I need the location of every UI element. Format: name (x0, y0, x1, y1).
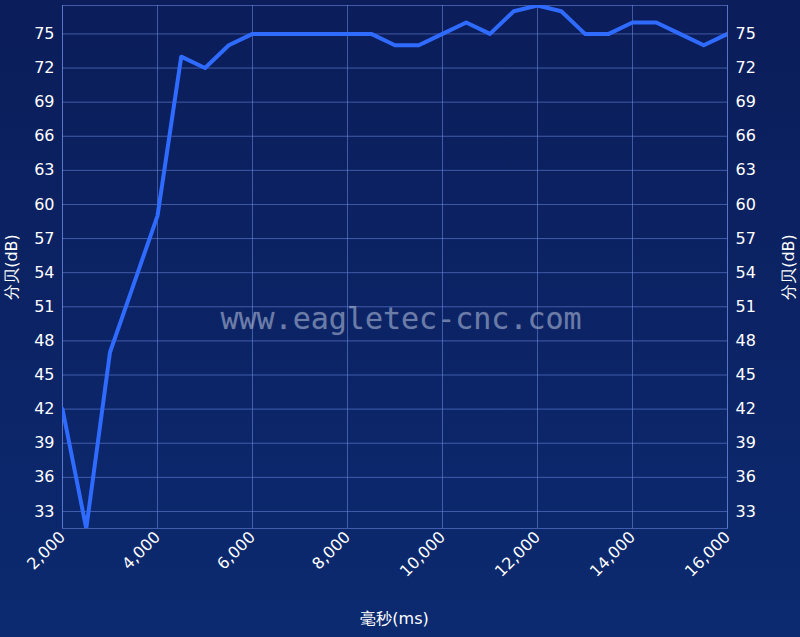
html-text:分贝(dB): 分贝(dB) (778, 233, 798, 300)
svg-text:54: 54 (34, 263, 54, 282)
html-text:毫秒(ms): 毫秒(ms) (360, 608, 429, 628)
svg-text:12,000: 12,000 (491, 528, 544, 581)
svg-text:39: 39 (736, 433, 756, 452)
svg-text:www.eagletec-cnc.com: www.eagletec-cnc.com (220, 301, 581, 336)
svg-text:16,000: 16,000 (681, 528, 734, 581)
svg-text:42: 42 (736, 399, 756, 418)
svg-text:10,000: 10,000 (396, 528, 449, 581)
svg-text:60: 60 (34, 195, 54, 214)
svg-text:45: 45 (736, 365, 756, 384)
svg-text:48: 48 (736, 331, 756, 350)
svg-text:72: 72 (736, 58, 756, 77)
svg-text:72: 72 (34, 58, 54, 77)
svg-text:33: 33 (736, 502, 756, 521)
svg-text:54: 54 (736, 263, 756, 282)
svg-text:57: 57 (34, 229, 54, 248)
svg-text:69: 69 (736, 92, 756, 111)
svg-text:48: 48 (34, 331, 54, 350)
svg-text:39: 39 (34, 433, 54, 452)
html-text:分贝(dB): 分贝(dB) (1, 233, 21, 300)
svg-text:45: 45 (34, 365, 54, 384)
svg-text:75: 75 (34, 24, 54, 43)
svg-text:14,000: 14,000 (586, 528, 639, 581)
svg-text:33: 33 (34, 502, 54, 521)
svg-text:6,000: 6,000 (213, 528, 259, 574)
svg-text:36: 36 (34, 467, 54, 486)
svg-text:51: 51 (736, 297, 756, 316)
svg-text:75: 75 (736, 24, 756, 43)
svg-text:36: 36 (736, 467, 756, 486)
svg-text:4,000: 4,000 (118, 528, 164, 574)
svg-text:8,000: 8,000 (308, 528, 354, 574)
svg-text:66: 66 (34, 126, 54, 145)
svg-text:63: 63 (34, 160, 54, 179)
svg-text:42: 42 (34, 399, 54, 418)
svg-text:2,000: 2,000 (23, 528, 69, 574)
svg-text:51: 51 (34, 297, 54, 316)
svg-text:69: 69 (34, 92, 54, 111)
svg-text:57: 57 (736, 229, 756, 248)
svg-text:66: 66 (736, 126, 756, 145)
svg-text:63: 63 (736, 160, 756, 179)
svg-text:60: 60 (736, 195, 756, 214)
